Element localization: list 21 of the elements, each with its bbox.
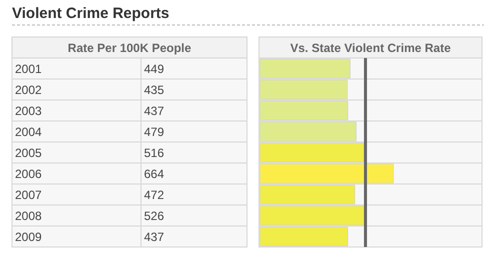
- y-tick-label: 2008: [15, 209, 42, 223]
- data-label: 664: [144, 167, 164, 181]
- data-label: 449: [144, 62, 164, 76]
- data-label: 437: [144, 104, 164, 118]
- text: Violent Crime Reports: [12, 5, 170, 22]
- y-axis-title: Rate Per 100K People: [68, 41, 192, 55]
- y-tick-label: 2005: [15, 146, 42, 160]
- data-label: 526: [144, 209, 164, 223]
- y-tick-label: 2001: [15, 62, 42, 76]
- y-tick-label: 2006: [15, 167, 42, 181]
- x-axis-title: Vs. State Violent Crime Rate: [290, 41, 452, 55]
- data-label: 472: [144, 188, 164, 202]
- y-tick-label: 2009: [15, 230, 42, 244]
- y-tick-label: 2007: [15, 188, 42, 202]
- y-tick-label: 2004: [15, 125, 42, 139]
- data-label: 437: [144, 230, 164, 244]
- data-label: 479: [144, 125, 164, 139]
- y-tick-label: 2002: [15, 83, 42, 97]
- y-tick-label: 2003: [15, 104, 42, 118]
- data-label: 516: [144, 146, 164, 160]
- data-label: 435: [144, 83, 164, 97]
